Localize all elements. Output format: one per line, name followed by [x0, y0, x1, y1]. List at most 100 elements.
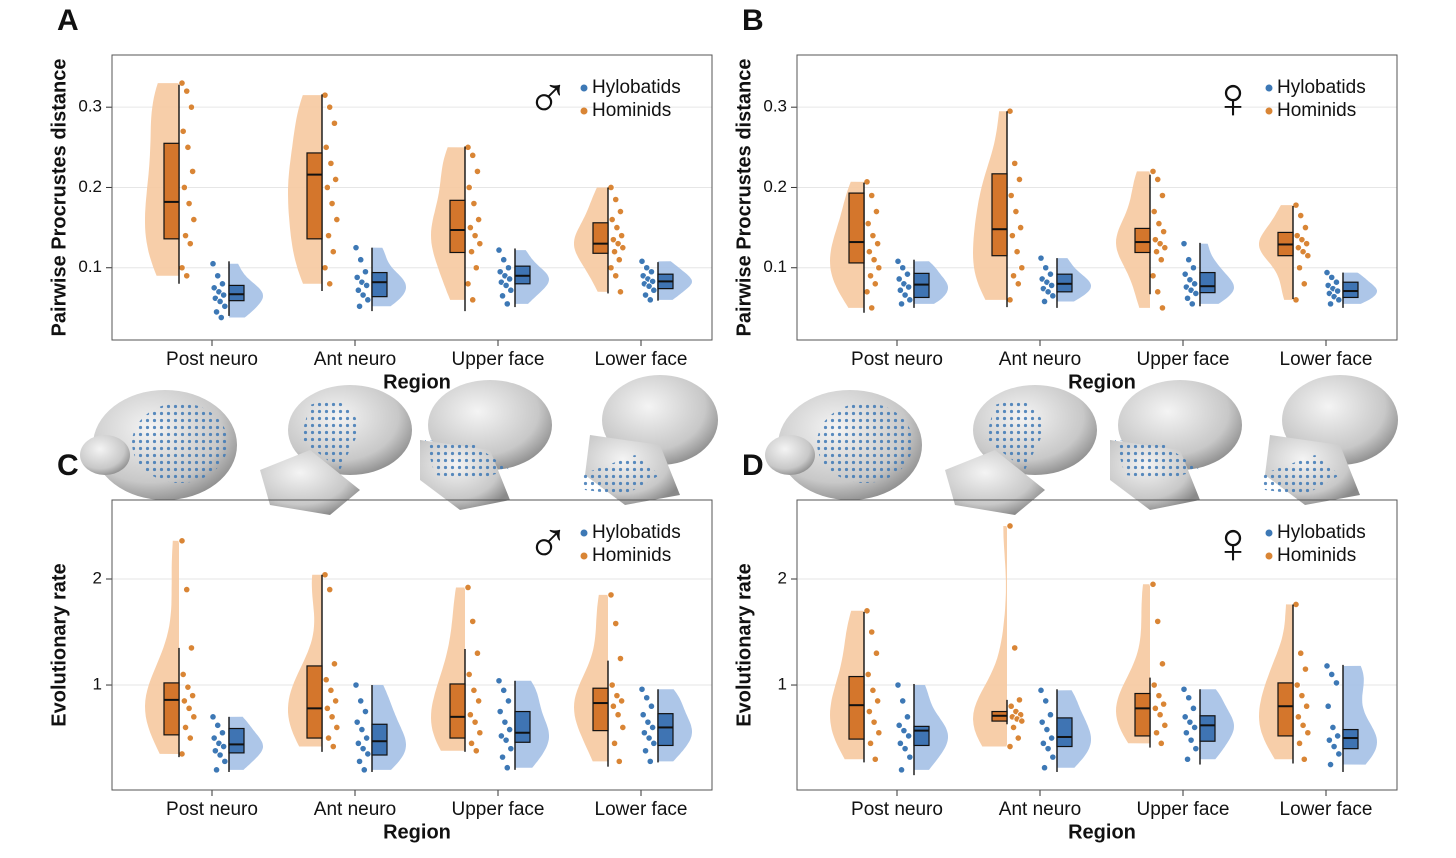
data-point [323, 183, 331, 192]
data-point [180, 697, 188, 705]
box [371, 723, 388, 756]
data-point [1191, 723, 1199, 732]
data-point [1156, 711, 1164, 719]
data-point [1324, 702, 1332, 710]
data-point [190, 215, 198, 224]
data-point [646, 296, 654, 304]
data-point [1160, 228, 1168, 236]
box [848, 192, 865, 264]
data-point [1303, 240, 1311, 248]
data-point [1038, 718, 1046, 726]
legend-dot [1265, 552, 1273, 560]
data-point [897, 300, 906, 308]
data-point [326, 103, 334, 111]
data-point [495, 246, 503, 254]
data-point [329, 742, 337, 751]
data-point [863, 288, 871, 296]
data-point [324, 232, 333, 240]
data-point [869, 232, 877, 240]
data-point [1018, 264, 1026, 272]
data-point [464, 583, 472, 592]
data-point [1330, 742, 1338, 751]
data-point [496, 268, 504, 276]
data-point [332, 175, 340, 184]
data-point [357, 697, 365, 705]
density [1057, 690, 1091, 768]
data-point [1300, 280, 1308, 288]
data-point [1046, 711, 1055, 719]
data-point [500, 256, 508, 264]
data-point [614, 240, 622, 248]
y-tick-label: 0.3 [763, 97, 787, 116]
data-point [179, 670, 187, 679]
data-point [903, 270, 912, 278]
data-point [329, 248, 337, 256]
data-point [1326, 760, 1335, 769]
data-point [185, 704, 193, 712]
data-point [181, 723, 190, 732]
data-point [1294, 713, 1302, 721]
data-point [470, 199, 478, 208]
data-point [1006, 296, 1014, 304]
skull [580, 375, 718, 505]
data-point [1008, 232, 1016, 240]
skull [260, 385, 412, 515]
data-point [1182, 729, 1190, 737]
data-point [1192, 745, 1200, 753]
box [592, 222, 609, 254]
legend-label: Hominids [1277, 100, 1356, 121]
data-point [896, 739, 904, 747]
y-tick-label: 1 [778, 675, 787, 694]
data-point [905, 283, 913, 291]
data-point [864, 670, 872, 679]
density [658, 261, 692, 300]
data-point [643, 264, 651, 272]
data-point [1298, 692, 1306, 700]
data-point [1011, 159, 1019, 167]
data-point [321, 264, 329, 272]
data-point [1191, 280, 1199, 288]
data-point [471, 718, 479, 726]
panel: 1 2 Post neuro Ant neuro Upper face Lower fac… [48, 449, 713, 843]
data-point [1297, 649, 1305, 657]
density [229, 263, 263, 318]
y-tick-label: 0.1 [763, 257, 787, 276]
legend-label: Hominids [1277, 545, 1356, 566]
data-point [471, 232, 479, 240]
data-point [618, 697, 626, 705]
panel-label: A [57, 4, 79, 37]
data-point [1323, 662, 1331, 670]
data-point [507, 286, 515, 294]
data-point [864, 219, 872, 228]
data-point [179, 127, 187, 135]
data-point [466, 711, 474, 719]
panel-label: C [57, 449, 79, 482]
data-point [616, 654, 625, 663]
data-point [868, 628, 876, 636]
data-point [875, 264, 883, 272]
data-point [363, 281, 371, 290]
data-point [612, 619, 620, 628]
data-point [1189, 264, 1198, 272]
data-point [473, 167, 482, 176]
data-point [1329, 723, 1337, 732]
data-point [1185, 256, 1193, 264]
data-point [906, 753, 914, 761]
data-point [216, 751, 224, 759]
data-point [1150, 207, 1158, 216]
data-point [612, 195, 620, 204]
data-point [187, 103, 196, 111]
data-point [645, 734, 653, 742]
data-point [638, 685, 646, 693]
panel: 1 2 Post neuro Ant neuro Upper face Lower fac… [733, 449, 1398, 843]
data-point [645, 282, 653, 290]
legend-dot [580, 529, 588, 537]
data-point [870, 256, 878, 264]
data-point [503, 764, 511, 772]
data-point [646, 757, 654, 765]
box [371, 271, 388, 298]
data-point [1294, 244, 1302, 252]
plot-frame [111, 499, 713, 791]
data-point [1300, 755, 1308, 763]
data-point [186, 734, 194, 742]
